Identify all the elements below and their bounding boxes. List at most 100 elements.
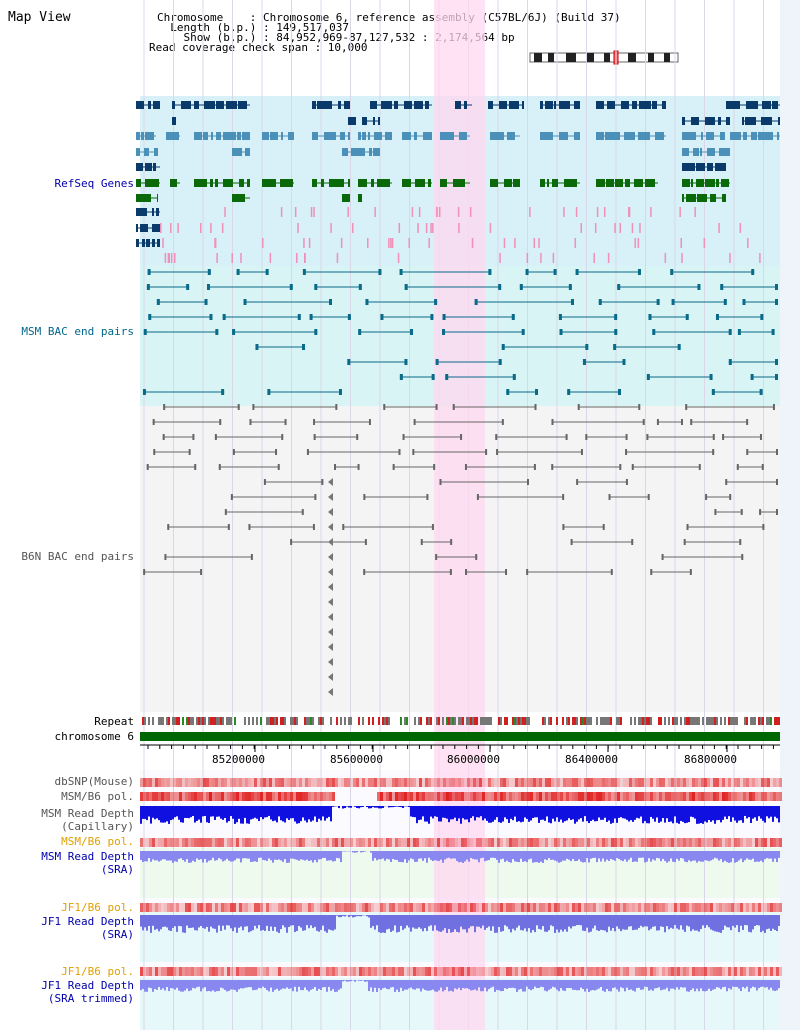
depth-bar xyxy=(666,806,668,819)
repeat-mark xyxy=(512,717,514,725)
depth-bar xyxy=(318,915,320,932)
depth-bar xyxy=(446,915,448,933)
depth-bar xyxy=(624,915,626,930)
heat-cell xyxy=(602,792,605,801)
depth-bar xyxy=(482,851,484,858)
repeat-mark xyxy=(732,717,734,725)
bac-end xyxy=(358,329,362,335)
depth-bar xyxy=(210,980,212,992)
heat-cell xyxy=(149,903,152,912)
heat-cell xyxy=(482,792,485,801)
heat-cell xyxy=(434,778,437,787)
heat-cell xyxy=(410,903,413,912)
depth-bar xyxy=(408,806,410,808)
depth-bar xyxy=(154,980,156,989)
repeat-mark xyxy=(516,717,518,725)
depth-bar xyxy=(450,915,452,933)
heat-cell xyxy=(344,903,347,912)
depth-bar xyxy=(266,915,268,926)
depth-bar xyxy=(474,851,476,860)
heat-cell xyxy=(227,903,230,912)
heat-cell xyxy=(578,778,581,787)
gene-mark xyxy=(214,238,216,248)
repeat-mark xyxy=(320,717,322,725)
depth-bar xyxy=(468,915,470,929)
depth-bar xyxy=(726,806,728,820)
heat-cell xyxy=(308,792,311,801)
bac-stack-marker xyxy=(328,478,333,486)
depth-bar xyxy=(402,806,404,809)
track-label-b6n-bac[interactable]: B6N BAC end pairs xyxy=(21,550,134,563)
depth-bar xyxy=(158,915,160,932)
depth-bar xyxy=(372,851,374,861)
track-label-refseq-genes[interactable]: RefSeq Genes xyxy=(54,177,134,190)
heat-cell xyxy=(638,778,641,787)
heat-cell xyxy=(356,967,359,976)
heat-cell xyxy=(479,838,482,847)
heat-cell xyxy=(278,903,281,912)
heat-cell xyxy=(563,778,566,787)
heat-cell xyxy=(506,903,509,912)
bac-end xyxy=(562,494,565,500)
heat-cell xyxy=(566,903,569,912)
bac-end xyxy=(255,344,259,350)
depth-bar xyxy=(500,915,502,932)
depth-bar xyxy=(442,980,444,992)
bac-end xyxy=(277,464,280,470)
repeat-mark xyxy=(388,717,390,725)
heat-cell xyxy=(335,778,338,787)
depth-bar xyxy=(628,980,630,990)
repeat-mark xyxy=(676,717,678,725)
gene-mark xyxy=(177,223,179,233)
depth-bar xyxy=(250,980,252,988)
bac-end xyxy=(580,449,583,455)
depth-bar xyxy=(564,851,566,861)
depth-bar xyxy=(248,806,250,824)
gene-exon xyxy=(691,117,699,125)
depth-bar xyxy=(278,915,280,933)
heat-cell xyxy=(296,967,299,976)
heat-cell xyxy=(416,838,419,847)
heat-cell xyxy=(506,792,509,801)
gene-exon xyxy=(488,101,493,109)
depth-bar xyxy=(422,915,424,932)
track-label-jf1-depth-trim-2: (SRA trimmed) xyxy=(47,992,134,1005)
heat-cell xyxy=(242,778,245,787)
depth-bar xyxy=(216,806,218,817)
depth-bar xyxy=(458,851,460,863)
repeat-mark xyxy=(490,717,492,725)
heat-cell xyxy=(173,838,176,847)
heat-cell xyxy=(431,778,434,787)
depth-bar xyxy=(370,806,372,809)
heat-cell xyxy=(482,778,485,787)
heat-cell xyxy=(266,903,269,912)
heat-cell xyxy=(185,967,188,976)
heat-cell xyxy=(350,838,353,847)
heat-cell xyxy=(188,778,191,787)
repeat-mark xyxy=(758,717,760,725)
ideogram-band xyxy=(604,53,610,62)
heat-cell xyxy=(209,903,212,912)
track-label-msm-bac[interactable]: MSM BAC end pairs xyxy=(21,325,134,338)
gene-exon xyxy=(374,132,382,140)
heat-cell xyxy=(224,903,227,912)
gene-exon xyxy=(705,117,715,125)
repeat-mark xyxy=(292,717,294,725)
depth-bar xyxy=(262,980,264,987)
depth-bar xyxy=(614,980,616,988)
depth-bar xyxy=(400,851,402,863)
bac-end xyxy=(505,569,508,575)
heat-cell xyxy=(413,792,416,801)
heat-cell xyxy=(674,838,677,847)
depth-bar xyxy=(776,851,778,863)
depth-bar xyxy=(568,851,570,860)
repeat-mark xyxy=(142,717,144,725)
heat-cell xyxy=(455,792,458,801)
bac-end xyxy=(263,479,266,485)
heat-cell xyxy=(143,967,146,976)
depth-bar xyxy=(156,806,158,819)
bac-end xyxy=(464,464,467,470)
depth-bar xyxy=(246,851,248,859)
heat-cell xyxy=(593,838,596,847)
